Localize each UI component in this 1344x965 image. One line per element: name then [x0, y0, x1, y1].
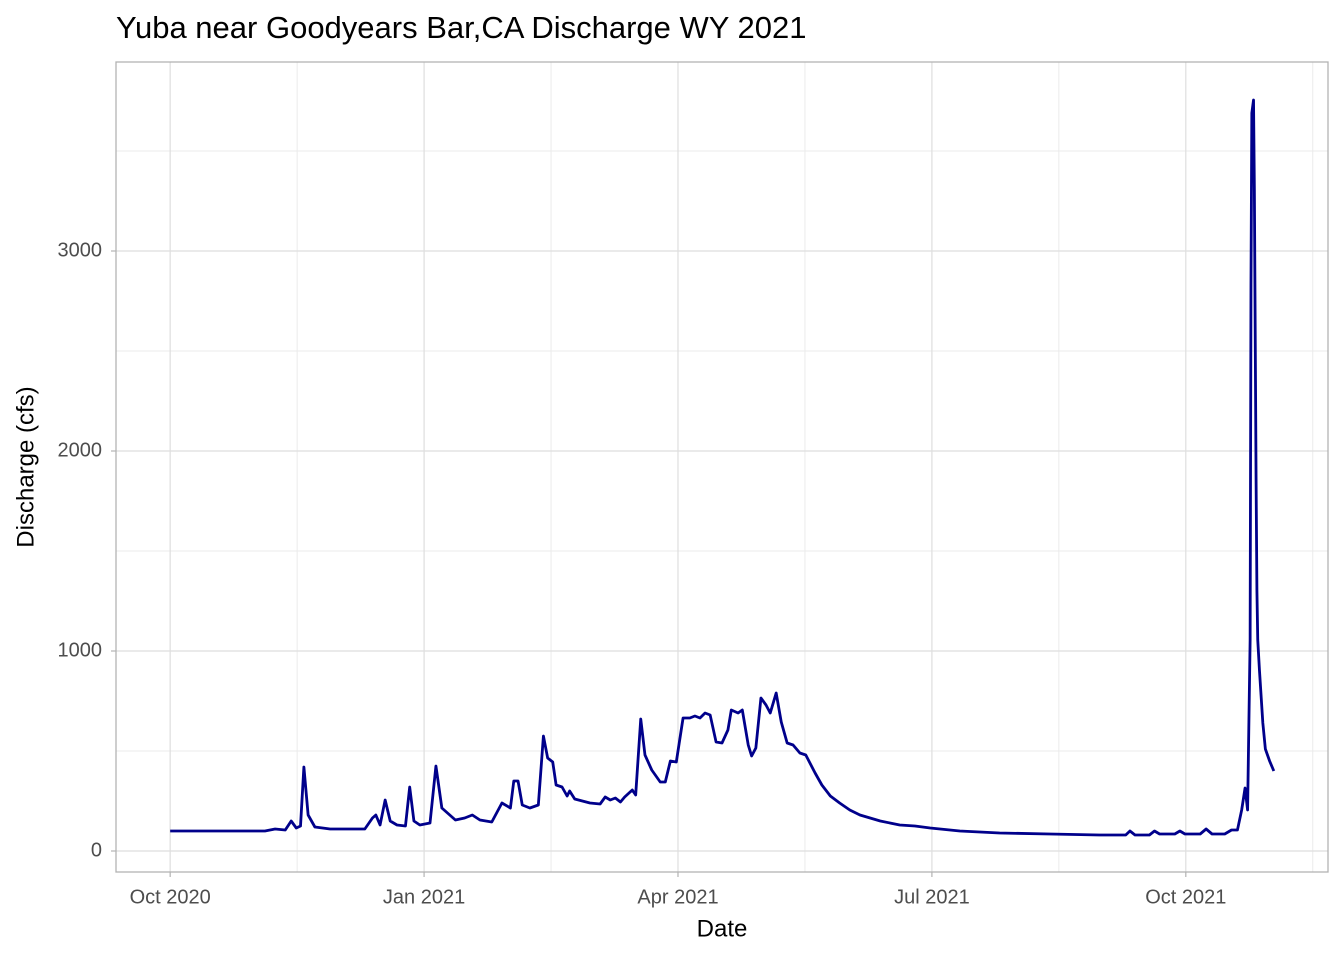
y-tick-label: 3000 — [58, 239, 103, 261]
y-axis-title: Discharge (cfs) — [12, 386, 39, 547]
x-tick-label: Apr 2021 — [637, 886, 718, 908]
x-tick-label: Oct 2021 — [1145, 886, 1226, 908]
y-tick-label: 1000 — [58, 639, 103, 661]
plot-border — [115, 61, 1329, 873]
x-tick-label: Oct 2020 — [130, 886, 211, 908]
discharge-line — [170, 98, 1276, 837]
y-tick-label: 2000 — [58, 439, 103, 461]
x-axis-title: Date — [697, 915, 748, 942]
y-tick-label: 0 — [91, 839, 102, 861]
x-tick-label: Jan 2021 — [383, 886, 465, 908]
chart-title: Yuba near Goodyears Bar,CA Discharge WY … — [116, 10, 806, 45]
x-tick-label: Jul 2021 — [894, 886, 970, 908]
